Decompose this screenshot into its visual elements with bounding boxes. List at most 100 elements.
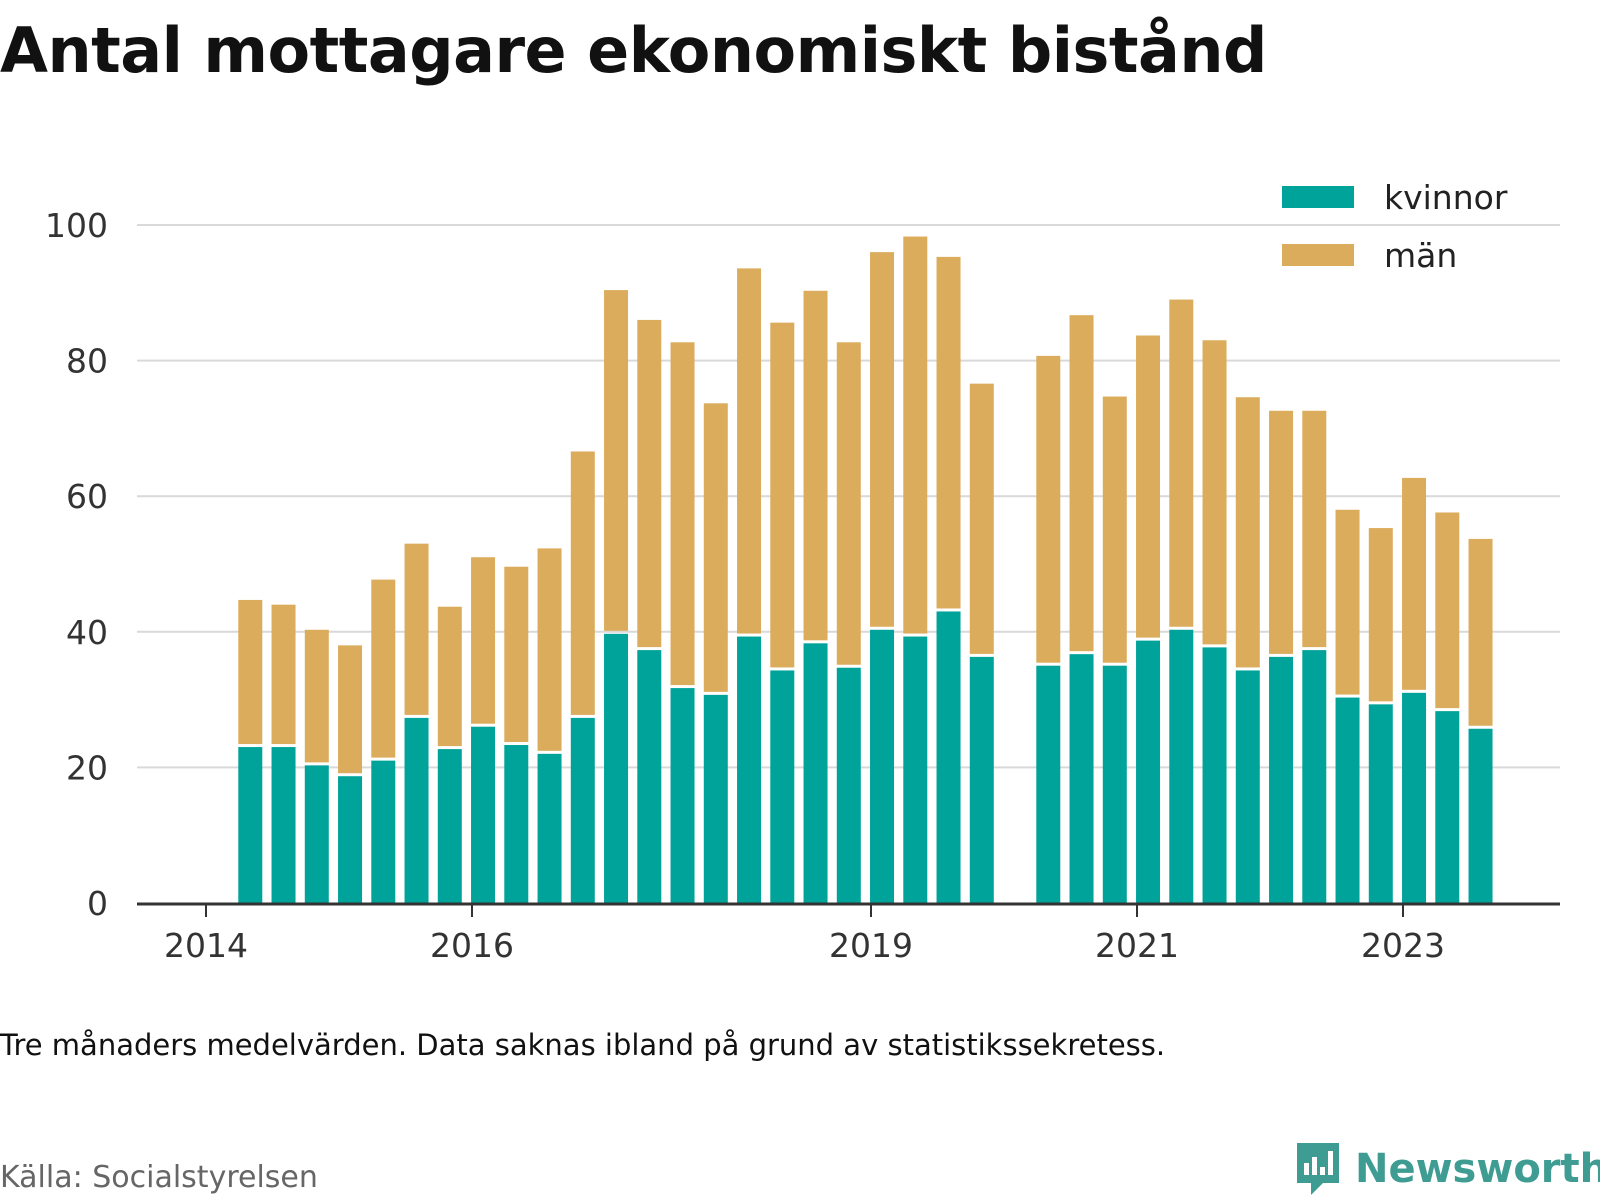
- y-tick-label: 60: [66, 477, 108, 516]
- legend: kvinnor män: [1264, 168, 1534, 284]
- bar-kvinnor: [1169, 629, 1194, 903]
- chart-note: Tre månaders medelvärden. Data saknas ib…: [0, 1028, 1166, 1062]
- bar-man: [903, 236, 928, 634]
- bar-man: [836, 342, 861, 665]
- x-tick-label: 2014: [164, 926, 248, 965]
- bar-kvinnor: [836, 667, 861, 903]
- bar-kvinnor: [504, 745, 529, 903]
- bar-man: [1368, 528, 1393, 702]
- x-tick-label: 2019: [829, 926, 913, 965]
- bar-man: [1102, 396, 1127, 663]
- bar-man: [604, 290, 629, 631]
- bar-man: [371, 579, 396, 758]
- legend-swatch-kvinnor: [1282, 186, 1354, 208]
- bar-man: [803, 290, 828, 641]
- legend-label-man: män: [1384, 235, 1458, 275]
- bar-man: [238, 599, 263, 745]
- bar-kvinnor: [371, 760, 396, 903]
- bar-kvinnor: [1402, 692, 1427, 903]
- bar-kvinnor: [437, 749, 462, 903]
- bar-kvinnor: [1468, 728, 1493, 903]
- x-axis: 2014 2016 2019 2021 2023: [137, 902, 1560, 965]
- logo-text: Newsworthy: [1355, 1146, 1600, 1192]
- bar-kvinnor: [770, 670, 795, 903]
- bar-man: [1435, 512, 1460, 709]
- bar-man: [737, 268, 762, 634]
- bar-kvinnor: [803, 643, 828, 903]
- bar-kvinnor: [1202, 647, 1227, 903]
- chart-title: Antal mottagare ekonomiskt bistånd: [0, 14, 1267, 87]
- bar-man: [271, 604, 296, 745]
- bar-man: [1235, 397, 1260, 668]
- bar-kvinnor: [703, 694, 728, 903]
- x-tick-label: 2021: [1095, 926, 1179, 965]
- bar-kvinnor: [737, 636, 762, 903]
- y-tick-label: 0: [87, 884, 108, 923]
- bar-man: [936, 256, 961, 609]
- bar-man: [670, 342, 695, 686]
- legend-item-man: män: [1264, 226, 1534, 284]
- bar-kvinnor: [537, 753, 562, 903]
- bar-man: [969, 383, 994, 654]
- bar-man: [304, 629, 329, 763]
- bar-man: [1468, 538, 1493, 726]
- bar-man: [870, 252, 895, 627]
- bar-kvinnor: [1036, 665, 1061, 903]
- y-tick-label: 40: [66, 613, 108, 652]
- bar-man: [1269, 410, 1294, 654]
- bar-kvinnor: [1302, 650, 1327, 903]
- bar-kvinnor: [304, 765, 329, 903]
- newsworthy-chart-icon: [1297, 1143, 1339, 1195]
- bar-kvinnor: [1235, 670, 1260, 903]
- bar-man: [1069, 315, 1094, 652]
- bar-man: [537, 548, 562, 751]
- bar-kvinnor: [404, 717, 429, 903]
- legend-item-kvinnor: kvinnor: [1264, 168, 1534, 226]
- bar-kvinnor: [936, 611, 961, 903]
- bar-man: [1302, 410, 1327, 648]
- bar-kvinnor: [670, 688, 695, 903]
- bar-kvinnor: [637, 650, 662, 903]
- bars: [238, 236, 1493, 903]
- bar-kvinnor: [271, 747, 296, 903]
- bar-man: [437, 606, 462, 747]
- bar-man: [703, 403, 728, 692]
- legend-swatch-man: [1282, 244, 1354, 266]
- bar-kvinnor: [471, 726, 496, 903]
- y-tick-label: 100: [45, 206, 108, 245]
- bar-kvinnor: [903, 636, 928, 903]
- newsworthy-logo: Newsworthy: [1293, 1141, 1600, 1197]
- bar-kvinnor: [969, 656, 994, 903]
- bar-man: [1335, 509, 1360, 695]
- bar-man: [1169, 299, 1194, 627]
- x-tick-label: 2016: [430, 926, 514, 965]
- y-axis-ticks: 0 20 40 60 80 100: [45, 206, 108, 923]
- source-text: Källa: Socialstyrelsen: [0, 1160, 318, 1195]
- bar-man: [1402, 477, 1427, 690]
- bar-man: [770, 322, 795, 668]
- bar-man: [637, 319, 662, 648]
- bar-kvinnor: [338, 776, 363, 903]
- bar-kvinnor: [1269, 656, 1294, 903]
- bar-kvinnor: [870, 629, 895, 903]
- bar-man: [504, 566, 529, 743]
- bar-kvinnor: [1435, 711, 1460, 903]
- y-tick-label: 80: [66, 342, 108, 381]
- bar-man: [471, 557, 496, 724]
- bar-man: [1202, 340, 1227, 645]
- bar-kvinnor: [1069, 654, 1094, 903]
- bar-kvinnor: [238, 747, 263, 903]
- bar-kvinnor: [604, 633, 629, 903]
- y-tick-label: 20: [66, 748, 108, 787]
- bar-kvinnor: [570, 717, 595, 903]
- bar-kvinnor: [1136, 640, 1161, 903]
- bar-man: [570, 451, 595, 715]
- bar-man: [1036, 355, 1061, 663]
- x-tick-label: 2023: [1361, 926, 1445, 965]
- stacked-bar-chart: 0 20 40 60 80 100 2014 2016 2019 2021 2023: [45, 206, 1560, 965]
- bar-kvinnor: [1368, 704, 1393, 903]
- bar-man: [338, 645, 363, 774]
- bar-kvinnor: [1335, 697, 1360, 903]
- bar-kvinnor: [1102, 665, 1127, 903]
- bar-man: [404, 543, 429, 715]
